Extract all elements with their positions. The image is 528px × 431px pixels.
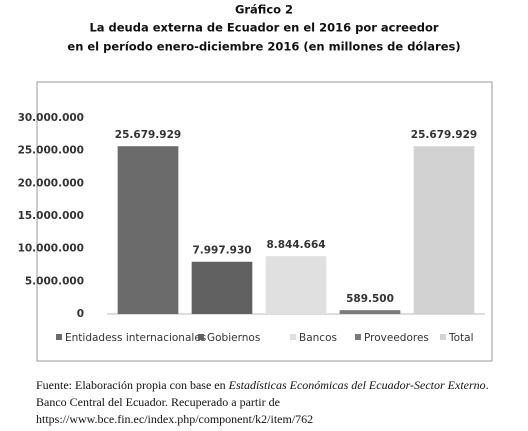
legend-label: Bancos [299, 332, 337, 344]
legend-label: Entidadess internacionales [65, 332, 206, 344]
legend-swatch [198, 334, 204, 340]
value-label: 8.844.664 [266, 239, 325, 251]
value-label: 25.679.929 [411, 129, 477, 141]
y-tick-label: 5.000.000 [25, 275, 84, 287]
legend-swatch [290, 334, 296, 340]
legend-label: Proveedores [364, 332, 429, 344]
y-tick-label: 10.000.000 [18, 243, 84, 255]
source-note: Fuente: Elaboración propia con base en E… [36, 377, 516, 428]
source-suffix: . Banco Central del Ecuador. Recuperado … [36, 378, 489, 426]
bar [339, 310, 401, 314]
y-tick-label: 25.000.000 [18, 145, 84, 157]
value-label: 7.997.930 [192, 245, 251, 257]
value-label: 589.500 [346, 293, 394, 305]
legend-label: Total [448, 332, 474, 344]
bar [265, 256, 327, 314]
legend-swatch [440, 334, 446, 340]
legend-swatch [355, 334, 361, 340]
source-italic: Estadísticas Económicas del Ecuador-Sect… [228, 378, 486, 392]
bar [117, 146, 179, 314]
y-tick-label: 0 [77, 308, 84, 320]
y-tick-label: 30.000.000 [18, 112, 84, 124]
value-label: 25.679.929 [115, 129, 181, 141]
bar [191, 261, 253, 314]
y-tick-label: 20.000.000 [18, 177, 84, 189]
source-prefix: Fuente: Elaboración propia con base en [36, 378, 229, 392]
chart-title: La deuda externa de Ecuador en el 2016 p… [89, 21, 438, 35]
legend-label: Gobiernos [207, 332, 260, 344]
bar [413, 146, 475, 314]
chart-label: Gráfico 2 [235, 3, 293, 17]
chart-frame [36, 81, 493, 362]
chart: Gráfico 2 La deuda externa de Ecuador en… [18, 3, 493, 362]
chart-subtitle: en el período enero-diciembre 2016 (en m… [67, 40, 460, 54]
legend-swatch [56, 334, 62, 340]
y-tick-label: 15.000.000 [18, 210, 84, 222]
